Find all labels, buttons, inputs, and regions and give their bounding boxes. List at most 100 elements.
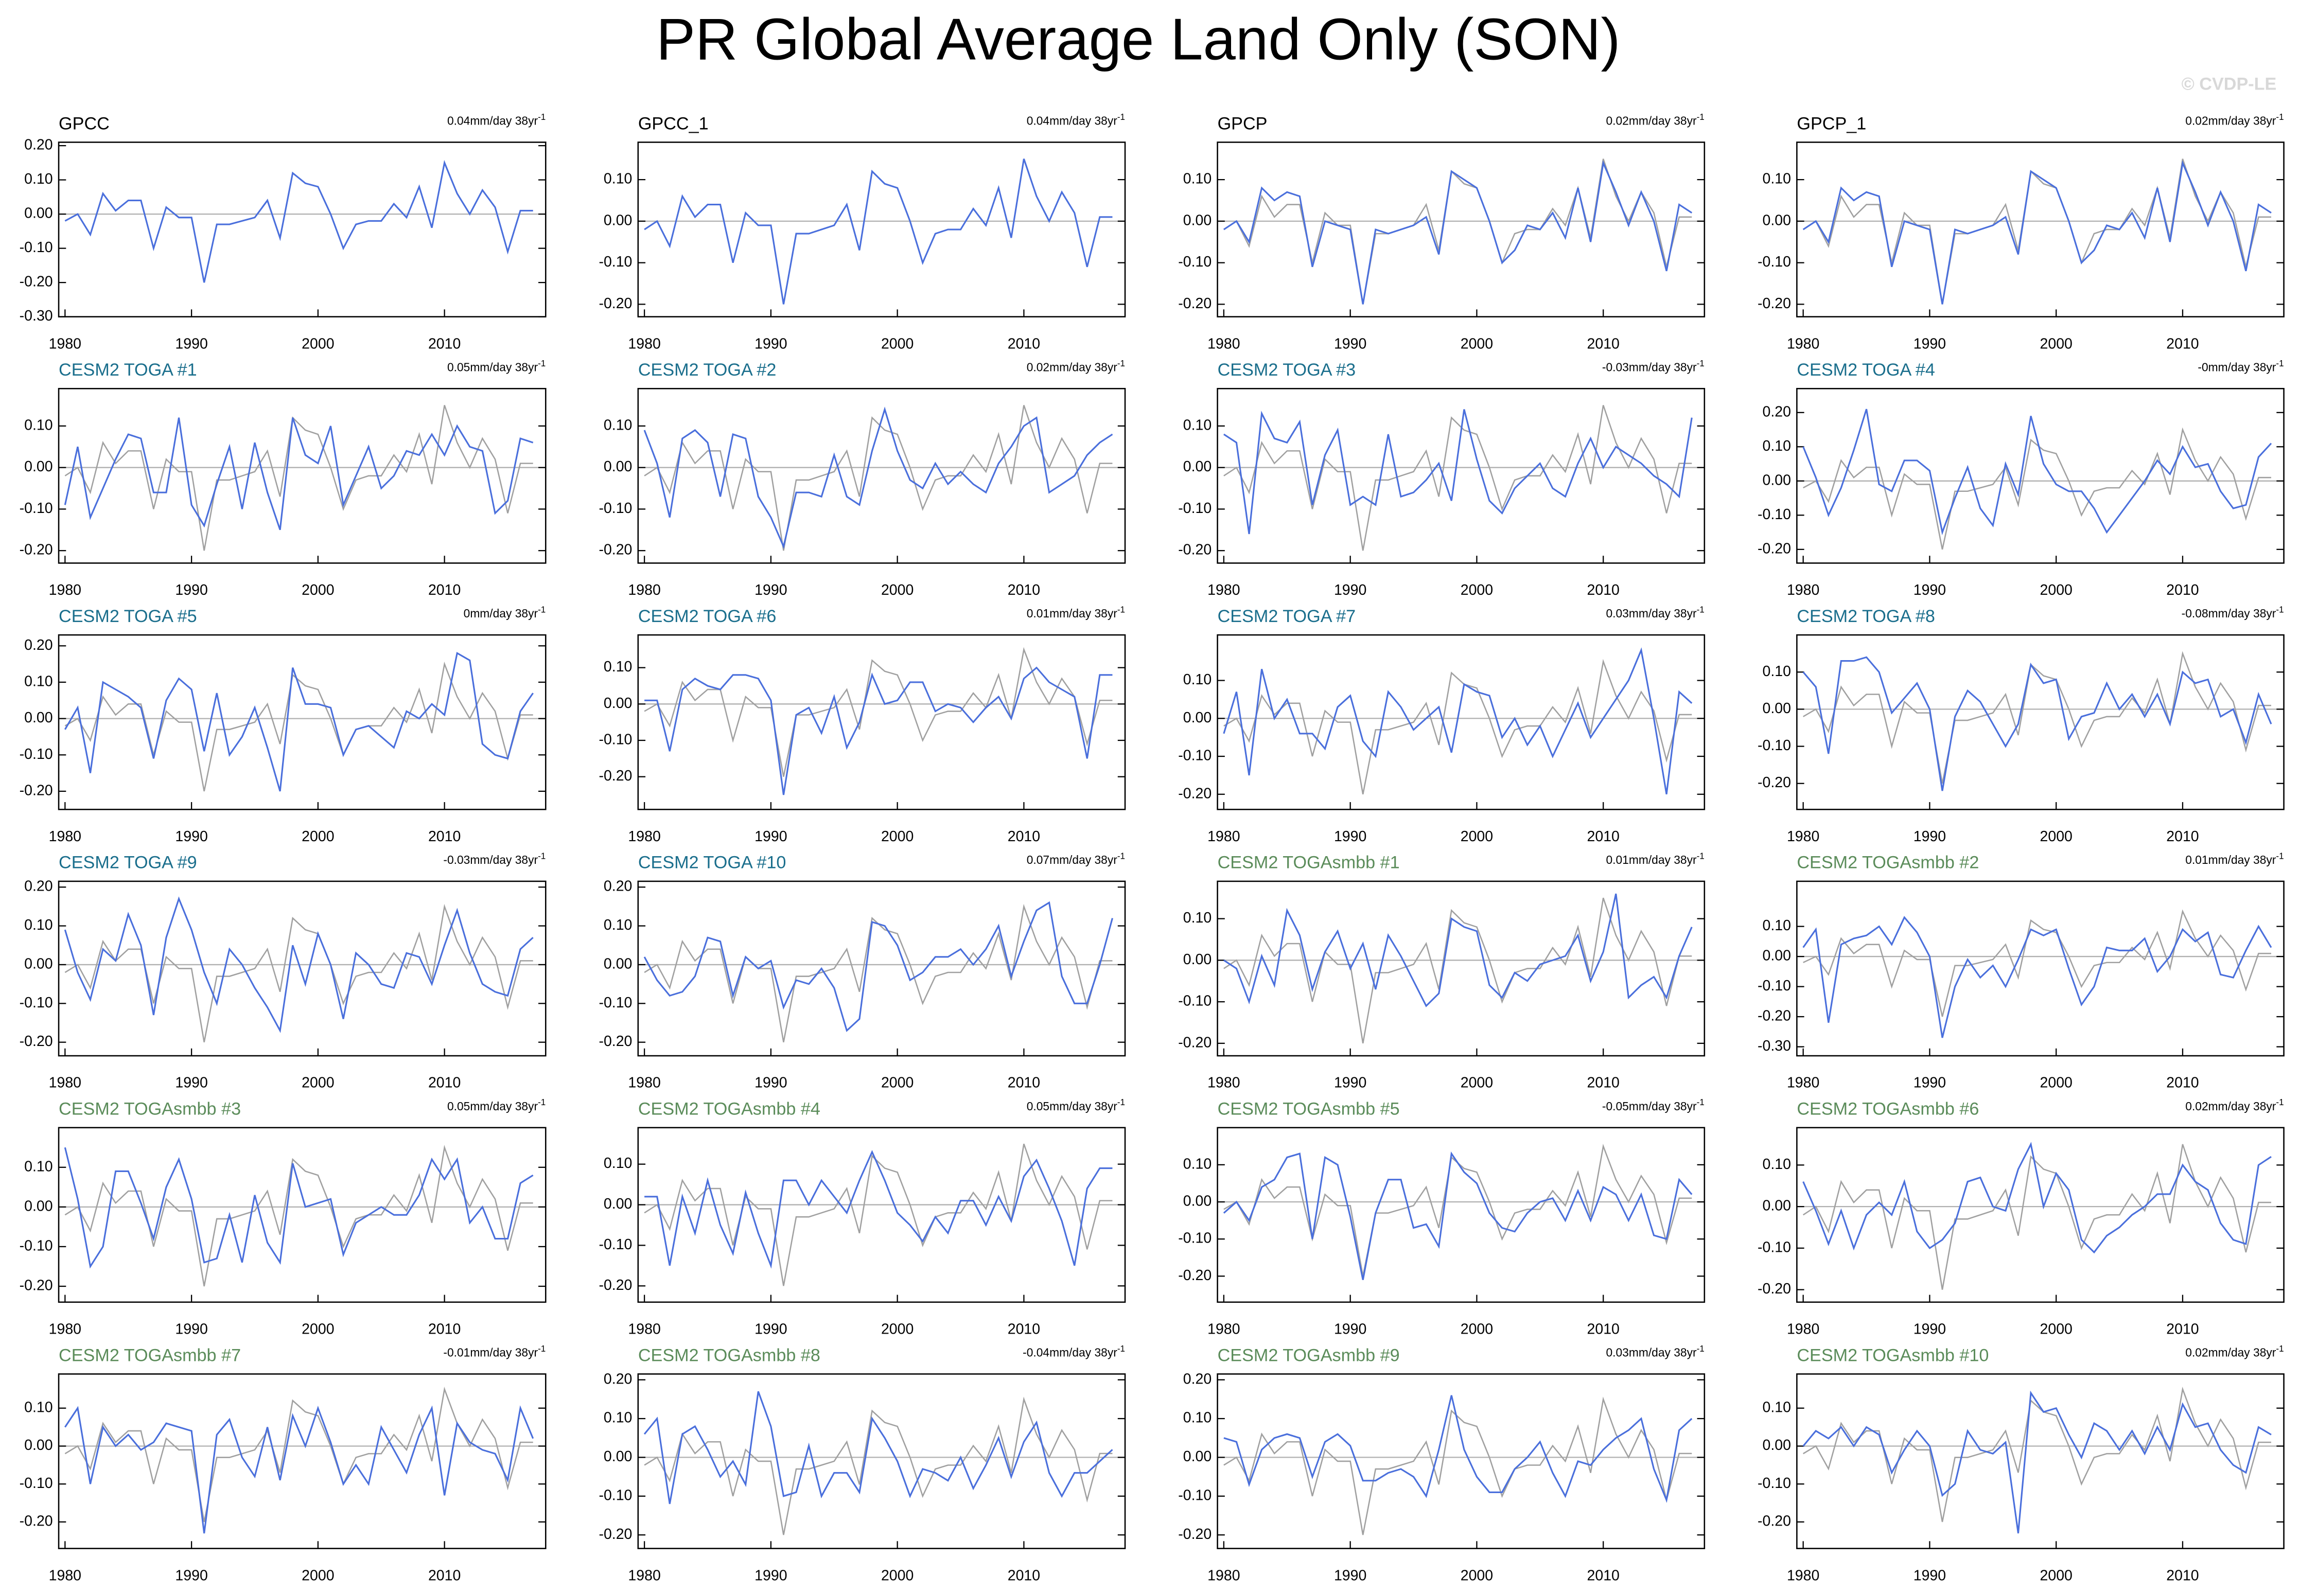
series-line (644, 405, 1113, 551)
x-tick-label: 2010 (1587, 828, 1620, 845)
x-tick-label: 2000 (881, 582, 914, 598)
x-tick-label: 2000 (2040, 828, 2073, 845)
y-tick-label: -0.20 (1178, 1526, 1212, 1542)
y-tick-label: 0.10 (604, 917, 632, 933)
y-tick-label: -0.20 (20, 1278, 53, 1294)
y-tick-label: 0.00 (1183, 1448, 1212, 1465)
panel-title: CESM2 TOGA #9 (59, 853, 197, 873)
x-tick-label: 2010 (428, 828, 461, 845)
series-line (1802, 1390, 2272, 1534)
y-tick-label: -0.20 (599, 542, 632, 558)
trend-label: 0.02mm/day 38yr-1 (2185, 112, 2284, 128)
y-tick-label: 0.10 (24, 917, 52, 933)
y-tick-label: -0.10 (1758, 1239, 1791, 1255)
x-tick-label: 1990 (1334, 582, 1366, 598)
trend-value: -0.04mm/day 38yr (1023, 1346, 1117, 1359)
panel-title: CESM2 TOGA #10 (638, 853, 786, 873)
series-line (643, 901, 1113, 1032)
y-tick-label: -0.20 (1758, 540, 1791, 557)
plot-frame (1796, 1127, 2285, 1303)
y-tick-label: 0.10 (604, 417, 632, 433)
series-line (1802, 1144, 2272, 1290)
x-tick-label: 1990 (1913, 582, 1946, 598)
y-tick-label: -0.30 (20, 308, 53, 324)
y-tick-label: 0.00 (1183, 1193, 1212, 1210)
series-line (64, 1145, 533, 1287)
series-line (64, 1405, 534, 1534)
x-tick-label: 1990 (175, 828, 207, 845)
y-tick-label: -0.10 (20, 500, 53, 517)
x-tick-label: 2000 (302, 1075, 334, 1091)
series-line (643, 406, 1113, 549)
x-tick-label: 2010 (2166, 1321, 2199, 1338)
y-tick-label: -0.20 (599, 1526, 632, 1542)
series-line (644, 666, 1113, 795)
trend-label: -0.03mm/day 38yr-1 (443, 851, 546, 866)
y-tick-label: -0.20 (599, 1033, 632, 1050)
trend-value: 0.01mm/day 38yr (2185, 853, 2276, 866)
y-tick-label: -0.10 (599, 1487, 632, 1503)
series-line (64, 661, 533, 792)
y-tick-label: -0.10 (599, 254, 632, 270)
plot-frame (1796, 141, 2285, 317)
panel: CESM2 TOGAsmbb #3 0.05mm/day 38yr-1 -0.20 -… (20, 1097, 547, 1338)
trend-value: -0.03mm/day 38yr (1602, 360, 1697, 374)
x-tick-label: 2010 (1008, 828, 1040, 845)
x-tick-label: 1980 (49, 1567, 81, 1584)
y-tick-label: -0.20 (1758, 1281, 1791, 1297)
trend-label: 0.05mm/day 38yr-1 (447, 358, 546, 374)
x-tick-label: 1990 (754, 1567, 787, 1584)
x-tick-label: 1980 (1207, 1567, 1240, 1584)
y-tick-label: 0.00 (24, 1437, 52, 1453)
x-tick-label: 1990 (1334, 1075, 1366, 1091)
series-line (644, 1150, 1113, 1269)
trend-value: 0.05mm/day 38yr (447, 360, 538, 374)
plot-frame (637, 1127, 1126, 1303)
y-tick-label: 0.10 (1183, 910, 1212, 926)
y-tick-label: 0.20 (1762, 403, 1790, 420)
y-tick-label: -0.20 (599, 1277, 632, 1293)
series-line (1802, 160, 2272, 305)
panel: CESM2 TOGAsmbb #10 0.02mm/day 38yr-1 -0.20… (1758, 1344, 2285, 1584)
series-line (644, 1143, 1113, 1286)
series-line (1223, 409, 1693, 535)
trend-exponent: -1 (2276, 851, 2284, 861)
panel-title: GPCC (59, 114, 110, 133)
x-tick-label: 2000 (2040, 335, 2073, 352)
panel: CESM2 TOGAsmbb #7 -0.01mm/day 38yr-1 -0.20… (20, 1344, 547, 1584)
trend-exponent: -1 (538, 851, 546, 861)
plot-frame (1796, 1373, 2285, 1549)
x-tick-label: 2000 (1461, 1567, 1493, 1584)
trend-exponent: -1 (2276, 1344, 2284, 1354)
x-tick-label: 2000 (302, 1321, 334, 1338)
x-tick-label: 1990 (1913, 1075, 1946, 1091)
x-tick-label: 2010 (428, 1321, 461, 1338)
trend-value: 0.01mm/day 38yr (1606, 853, 1697, 866)
trend-value: 0.05mm/day 38yr (447, 1100, 538, 1113)
x-tick-label: 2010 (2166, 1567, 2199, 1584)
trend-label: 0.03mm/day 38yr-1 (1606, 605, 1704, 620)
x-tick-label: 1980 (1787, 1567, 1819, 1584)
x-tick-label: 2000 (1461, 582, 1493, 598)
y-tick-label: -0.10 (1178, 748, 1212, 764)
trend-value: 0.05mm/day 38yr (1027, 1100, 1118, 1113)
y-tick-label: 0.10 (24, 417, 52, 433)
y-tick-label: -0.20 (1178, 295, 1212, 312)
y-tick-label: -0.10 (1178, 1487, 1212, 1503)
panel: GPCP_1 0.02mm/day 38yr-1 -0.20 -0.10 0.00 0.1… (1758, 112, 2285, 352)
y-tick-label: -0.10 (599, 732, 632, 748)
x-tick-label: 2000 (881, 828, 914, 845)
series-line (64, 159, 533, 283)
trend-exponent: -1 (1117, 851, 1125, 861)
series-line (1802, 409, 2272, 536)
trend-label: -0mm/day 38yr-1 (2198, 358, 2284, 374)
y-tick-label: 0.00 (1183, 951, 1212, 968)
x-tick-label: 1990 (754, 1321, 787, 1338)
panel-title: CESM2 TOGAsmbb #2 (1797, 853, 1979, 873)
panel: CESM2 TOGA #7 0.03mm/day 38yr-1 -0.20 -0.10… (1178, 605, 1706, 845)
x-tick-label: 2010 (1587, 335, 1620, 352)
series-line (1802, 916, 2272, 1038)
x-tick-label: 2010 (2166, 582, 2199, 598)
